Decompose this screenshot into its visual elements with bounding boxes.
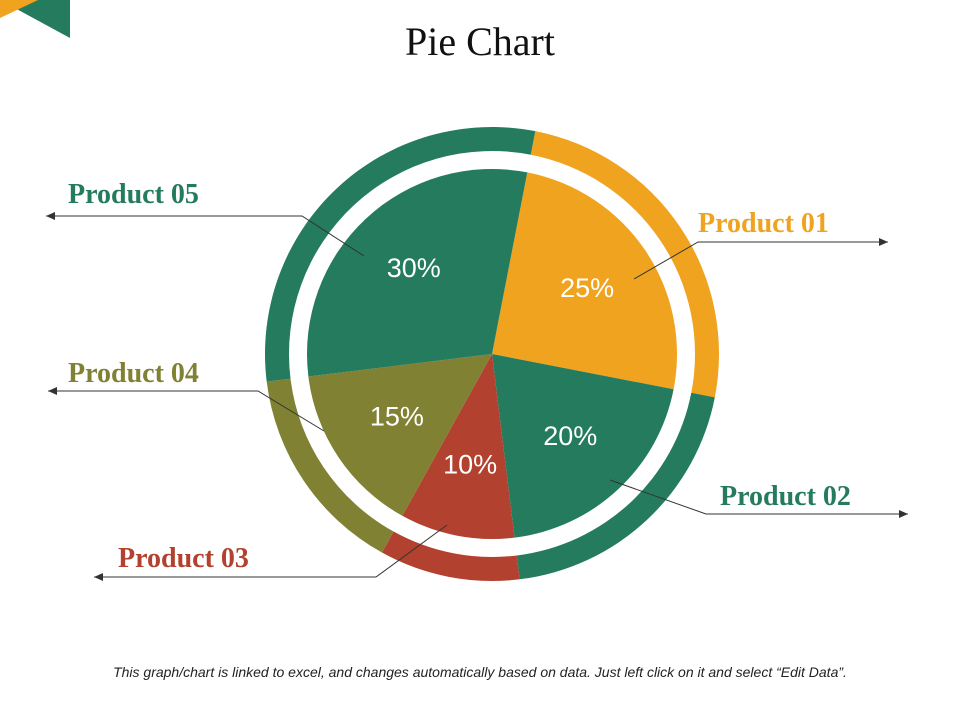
ring-segment-product-02 [516, 392, 715, 580]
percent-label-product-03: 10% [443, 450, 497, 480]
arrowhead-product-03 [94, 573, 103, 581]
product-label-product-05: Product 05 [68, 179, 199, 210]
corner-decoration [0, 0, 70, 38]
leader-line-product-05 [46, 215, 365, 257]
pie-slice-product-05 [307, 168, 528, 377]
arrowhead-product-05 [46, 212, 55, 220]
arrowhead-product-01 [879, 238, 888, 246]
product-label-product-01: Product 01 [698, 208, 829, 239]
leader-lines [46, 212, 908, 581]
percent-label-product-04: 15% [370, 401, 424, 431]
arrowhead-product-04 [48, 387, 57, 395]
ring-segment-product-04 [266, 378, 394, 553]
product-label-product-04: Product 04 [68, 358, 199, 389]
percent-label-product-05: 30% [387, 253, 441, 283]
pie-slices [307, 168, 677, 539]
pie-slice-product-01 [492, 172, 677, 390]
pie-slice-product-02 [492, 354, 674, 538]
outer-ring [265, 126, 719, 581]
arrowhead-product-02 [899, 510, 908, 518]
page-title: Pie Chart [405, 19, 555, 64]
ring-segment-product-03 [381, 531, 520, 581]
footer-note: This graph/chart is linked to excel, and… [113, 664, 847, 680]
percent-label-product-01: 25% [560, 273, 614, 303]
leader-line-product-04 [48, 390, 325, 432]
percent-label-product-02: 20% [543, 421, 597, 451]
leader-line-product-01 [633, 241, 888, 280]
pie-slice-product-04 [308, 354, 492, 516]
leader-line-product-02 [609, 479, 908, 515]
leader-line-product-03 [94, 524, 448, 578]
ring-segment-product-01 [530, 131, 719, 398]
product-label-product-03: Product 03 [118, 543, 249, 574]
product-labels: Product 01 Product 02 Product 03 Product 04… [68, 179, 851, 574]
product-label-product-02: Product 02 [720, 481, 851, 512]
percent-labels: 25% 20% 10% 15% 30% [370, 253, 614, 479]
pie-slice-product-03 [402, 354, 515, 539]
